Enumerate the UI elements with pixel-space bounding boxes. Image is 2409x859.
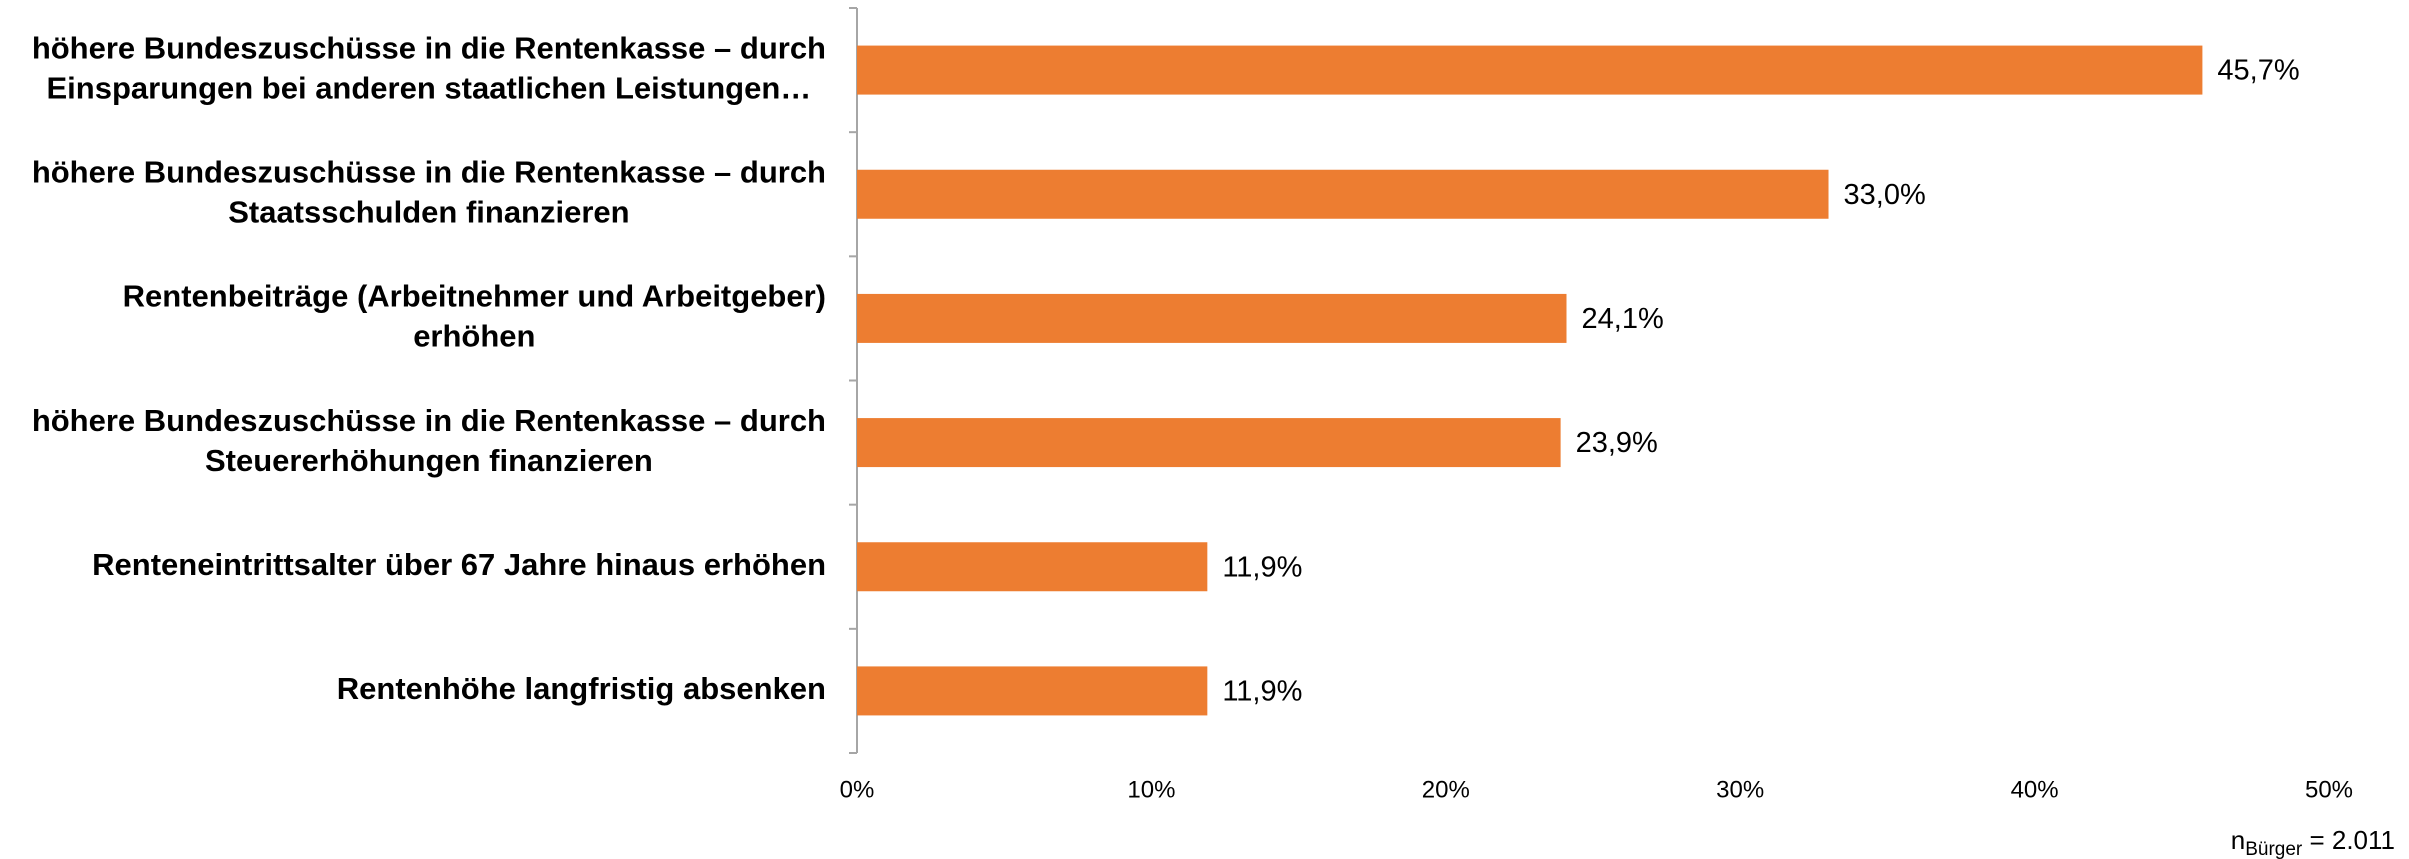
bar (857, 45, 2203, 95)
value-label: 33,0% (1844, 179, 1926, 211)
note-base: n (2231, 825, 2245, 855)
bar (857, 666, 1208, 716)
value-label: 23,9% (1576, 427, 1658, 459)
x-tick-label: 50% (2305, 776, 2353, 803)
category-label: höhere Bundeszuschüsse in die Rentenkass… (32, 403, 826, 438)
category-label: erhöhen (413, 319, 535, 354)
value-label: 45,7% (2217, 55, 2299, 87)
x-tick-label: 20% (1422, 776, 1470, 803)
bar (857, 169, 1829, 219)
bar (857, 418, 1561, 468)
category-label: höhere Bundeszuschüsse in die Rentenkass… (32, 154, 826, 189)
value-label: 11,9% (1222, 551, 1302, 583)
value-label: 11,9% (1222, 676, 1302, 708)
category-label: höhere Bundeszuschüsse in die Rentenkass… (32, 30, 826, 65)
category-label: Einsparungen bei anderen staatlichen Lei… (46, 70, 811, 105)
sample-note: nBürger = 2.011 (2231, 825, 2395, 859)
category-label: Rentenbeiträge (Arbeitnehmer und Arbeitg… (123, 279, 826, 314)
note-sub: Bürger (2245, 839, 2303, 859)
x-tick-label: 30% (1716, 776, 1764, 803)
x-tick-label: 10% (1127, 776, 1175, 803)
category-label: Rentenhöhe langfristig absenken (337, 671, 826, 706)
x-tick-label: 40% (2011, 776, 2059, 803)
value-label: 24,1% (1582, 303, 1664, 335)
note-rest: = 2.011 (2302, 825, 2395, 855)
x-tick-label: 0% (840, 776, 875, 803)
category-label: Staatsschulden finanzieren (228, 194, 629, 229)
category-label: Renteneintrittsalter über 67 Jahre hinau… (92, 547, 826, 582)
bar (857, 542, 1208, 592)
bar (857, 293, 1567, 343)
category-label: Steuererhöhungen finanzieren (205, 443, 653, 478)
